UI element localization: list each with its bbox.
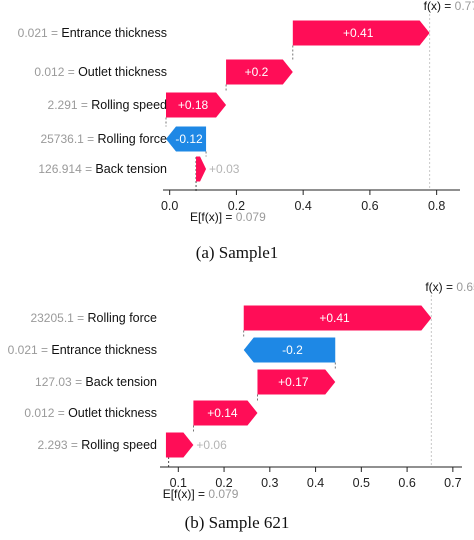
bar-value-label: +0.17	[278, 375, 309, 389]
fx-annotation: f(x) = 0.779	[424, 0, 474, 13]
x-tick-label: 0.3	[261, 476, 278, 490]
x-tick-label: 0.5	[353, 476, 370, 490]
x-tick-label: 0.6	[398, 476, 415, 490]
x-tick-label: 0.2	[215, 476, 232, 490]
waterfall-panel-2: f(x) = 0.653 +0.41 23205.1 = Rolling force…	[8, 280, 474, 532]
base-annotation: E[f(x)] = 0.079	[190, 210, 266, 224]
bar-entrance-thickness	[243, 337, 336, 363]
fx-annotation: f(x) = 0.653	[425, 280, 474, 294]
bar-value-label: +0.41	[319, 311, 350, 325]
feature-label: 2.293 = Rolling speed	[38, 438, 158, 452]
bar-back-tension	[257, 369, 336, 395]
bar-value-label: +0.18	[178, 98, 209, 112]
feature-label: 2.291 = Rolling speed	[48, 98, 168, 112]
feature-label: 23205.1 = Rolling force	[30, 311, 157, 325]
feature-label: 0.012 = Outlet thickness	[34, 65, 167, 79]
bar-value-label: +0.06	[196, 438, 227, 452]
bar-rolling-force	[166, 126, 207, 152]
feature-label: 127.03 = Back tension	[35, 375, 157, 389]
bar-value-label: -0.12	[175, 132, 203, 146]
feature-label: 0.012 = Outlet thickness	[24, 406, 157, 420]
bar-value-label: +0.2	[245, 65, 269, 79]
panel-caption: (a) Sample1	[196, 243, 279, 262]
feature-label: 126.914 = Back tension	[38, 162, 167, 176]
bar-outlet-thickness	[226, 59, 293, 85]
bar-entrance-thickness	[292, 20, 430, 46]
x-tick-label: 0.4	[307, 476, 324, 490]
bar-rolling-force	[243, 305, 432, 331]
waterfall-panel-1: f(x) = 0.779 +0.41 0.021 = Entrance thickn…	[18, 0, 474, 262]
x-tick-label: 0.0	[161, 199, 178, 213]
panel-caption: (b) Sample 621	[185, 513, 290, 532]
bar-value-label: +0.14	[207, 406, 238, 420]
bar-rolling-speed	[166, 92, 227, 118]
feature-label: 0.021 = Entrance thickness	[8, 343, 157, 357]
x-tick-label: 0.1	[170, 476, 187, 490]
base-annotation: E[f(x)] = 0.079	[163, 487, 239, 501]
bar-rolling-speed	[165, 432, 194, 458]
feature-label: 0.021 = Entrance thickness	[18, 26, 167, 40]
x-tick-label: 0.4	[294, 199, 311, 213]
bar-value-label: +0.41	[343, 26, 374, 40]
feature-label: 25736.1 = Rolling force	[40, 132, 167, 146]
x-tick-label: 0.7	[444, 476, 461, 490]
bar-value-label: +0.03	[209, 162, 240, 176]
x-tick-label: 0.8	[428, 199, 445, 213]
x-tick-label: 0.2	[228, 199, 245, 213]
bar-back-tension	[196, 156, 207, 182]
bar-outlet-thickness	[193, 400, 258, 426]
bar-value-label: -0.2	[282, 343, 303, 357]
x-tick-label: 0.6	[361, 199, 378, 213]
